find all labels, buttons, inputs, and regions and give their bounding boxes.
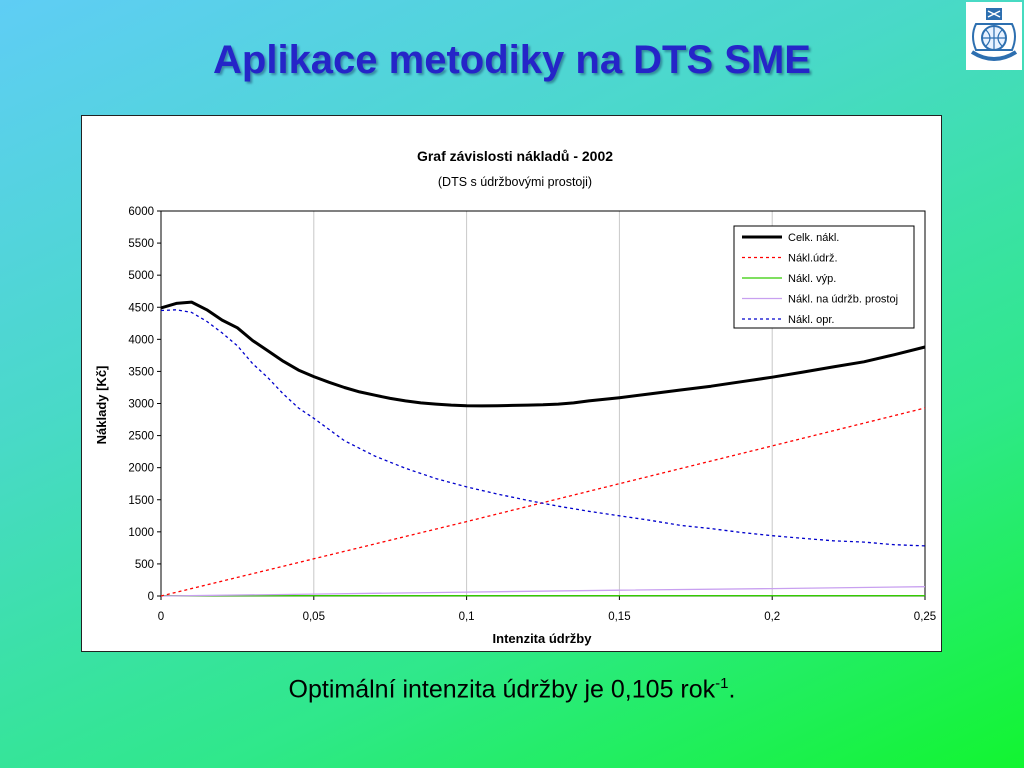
y-tick-label: 5500 [128,238,154,250]
legend-label: Nákl.údrž. [788,253,838,265]
legend-box [733,225,915,329]
y-tick-label: 2000 [128,463,154,475]
x-tick-label: 0,1 [459,611,475,623]
legend: Celk. nákl. Nákl.údrž. Nákl. výp. Nákl. na … [733,225,915,329]
legend-label: Nákl. opr. [788,314,834,326]
x-tick-label: 0,05 [303,611,325,623]
y-tick-label: 5000 [128,270,154,282]
cost-chart: 0 500 1000 1500 2000 2500 3000 3500 4000 4500 5000… [94,148,936,646]
y-tick-label: 2500 [128,431,154,443]
chart-title: Graf závislosti nákladů - 2002 [417,148,613,164]
series-line-1 [160,407,926,597]
y-tick-label: 1000 [128,527,154,539]
y-axis-label: Náklady [Kč] [94,366,109,445]
crest-icon [970,8,1018,61]
x-tick-label: 0 [158,611,164,623]
university-logo [966,2,1022,70]
series-lines [160,300,926,597]
y-tick-label: 6000 [128,206,154,218]
x-axis-label: Intenzita údržby [493,631,593,646]
x-tick-label: 0,15 [608,611,630,623]
caption-text: Optimální intenzita údržby je 0,105 rok [288,675,716,704]
y-tick-label: 3500 [128,366,154,378]
chart-frame: 0 500 1000 1500 2000 2500 3000 3500 4000 4500 5000… [81,115,942,652]
y-tick-label: 1500 [128,495,154,507]
caption: Optimální intenzita údržby je 0,105 rok-… [0,675,1024,704]
y-tick-label: 0 [148,591,154,603]
series-line-4 [160,309,926,547]
y-tick-label: 4000 [128,334,154,346]
legend-label: Celk. nákl. [788,232,839,244]
y-tick-label: 4500 [128,302,154,314]
legend-label: Nákl. výp. [788,273,836,285]
series-line-3 [160,586,926,597]
x-tick-label: 0,2 [764,611,780,623]
series-line-0 [160,300,926,408]
slide-title: Aplikace metodiky na DTS SME [213,38,811,82]
y-axis: 0 500 1000 1500 2000 2500 3000 3500 4000 4500 5000… [128,206,161,603]
x-tick-label: 0,25 [914,611,936,623]
x-axis: 0 0,05 0,1 0,15 0,2 0,25 [158,596,936,623]
chart-subtitle: (DTS s údržbovými prostoji) [438,175,592,189]
caption-exponent: -1 [715,675,729,692]
y-tick-label: 3000 [128,399,154,411]
y-tick-label: 500 [135,559,154,571]
legend-label: Nákl. na údržb. prostoj [788,294,898,306]
caption-end: . [728,675,736,704]
